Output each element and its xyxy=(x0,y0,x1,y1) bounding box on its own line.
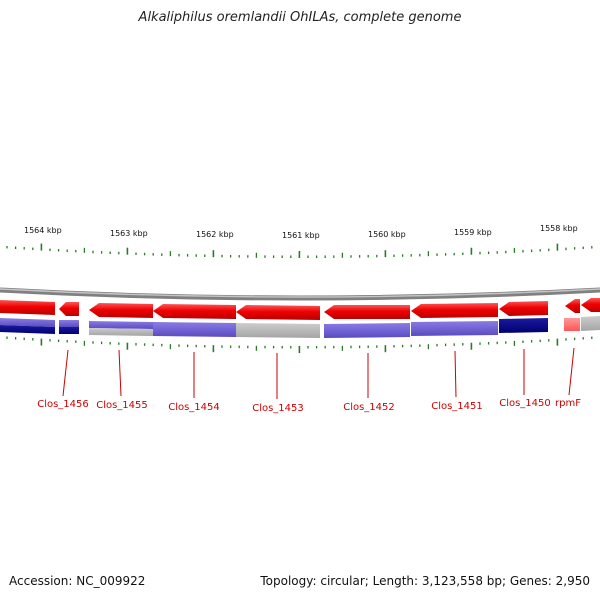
gene-label: Clos_1455 xyxy=(96,400,148,411)
gene-arrow xyxy=(581,298,600,312)
gene-arrow xyxy=(499,301,548,316)
backbone-arc xyxy=(0,287,600,301)
feature-block xyxy=(89,321,153,329)
inner-tick-marks xyxy=(6,336,593,353)
leader-line xyxy=(62,349,69,397)
kbp-label: 1562 kbp xyxy=(196,230,234,239)
kbp-label: 1561 kbp xyxy=(282,231,320,240)
feature-block xyxy=(59,320,79,327)
outer-tick-marks xyxy=(6,243,593,258)
feature-block xyxy=(564,318,580,331)
kbp-label: 1564 kbp xyxy=(24,226,62,235)
gene-label: Clos_1456 xyxy=(37,399,89,410)
feature-block xyxy=(0,325,55,334)
gene-label: Clos_1450 xyxy=(499,398,551,409)
feature-block xyxy=(411,321,498,336)
forward-gene-track xyxy=(0,298,600,320)
feature-block xyxy=(236,323,320,338)
leader-line xyxy=(568,347,575,396)
kbp-label: 1558 kbp xyxy=(540,224,578,233)
kbp-label: 1559 kbp xyxy=(454,228,492,237)
gene-arrow xyxy=(0,300,55,315)
genome-summary-text: Topology: circular; Length: 3,123,558 bp… xyxy=(260,574,590,588)
gene-arrow xyxy=(89,303,153,318)
gene-arrow xyxy=(153,304,236,319)
kbp-label: 1560 kbp xyxy=(368,230,406,239)
feature-block xyxy=(153,322,236,337)
gene-label: rpmF xyxy=(555,398,581,409)
backbone-arc-highlight xyxy=(0,288,600,298)
feature-block xyxy=(581,316,600,331)
leader-line xyxy=(454,350,457,398)
gene-arrow xyxy=(324,305,410,319)
feature-block xyxy=(499,318,548,333)
gene-arrow xyxy=(236,305,320,320)
accession-text: Accession: NC_009922 xyxy=(9,574,146,588)
gene-label: Clos_1453 xyxy=(252,403,304,414)
feature-block xyxy=(89,328,153,336)
gene-label: Clos_1454 xyxy=(168,402,220,413)
gene-label: Clos_1451 xyxy=(431,401,483,412)
gene-arrow xyxy=(565,299,580,313)
gene-arrow xyxy=(411,303,498,318)
feature-block xyxy=(0,318,55,327)
gene-label: Clos_1452 xyxy=(343,402,395,413)
leader-line xyxy=(118,349,122,397)
kbp-label: 1563 kbp xyxy=(110,229,148,238)
feature-track xyxy=(0,316,600,338)
map-title: Alkaliphilus oremlandii OhILAs, complete… xyxy=(138,10,462,25)
gene-arrow xyxy=(59,302,79,316)
feature-block xyxy=(59,327,79,334)
label-leaders xyxy=(62,347,575,399)
feature-block xyxy=(324,323,410,338)
